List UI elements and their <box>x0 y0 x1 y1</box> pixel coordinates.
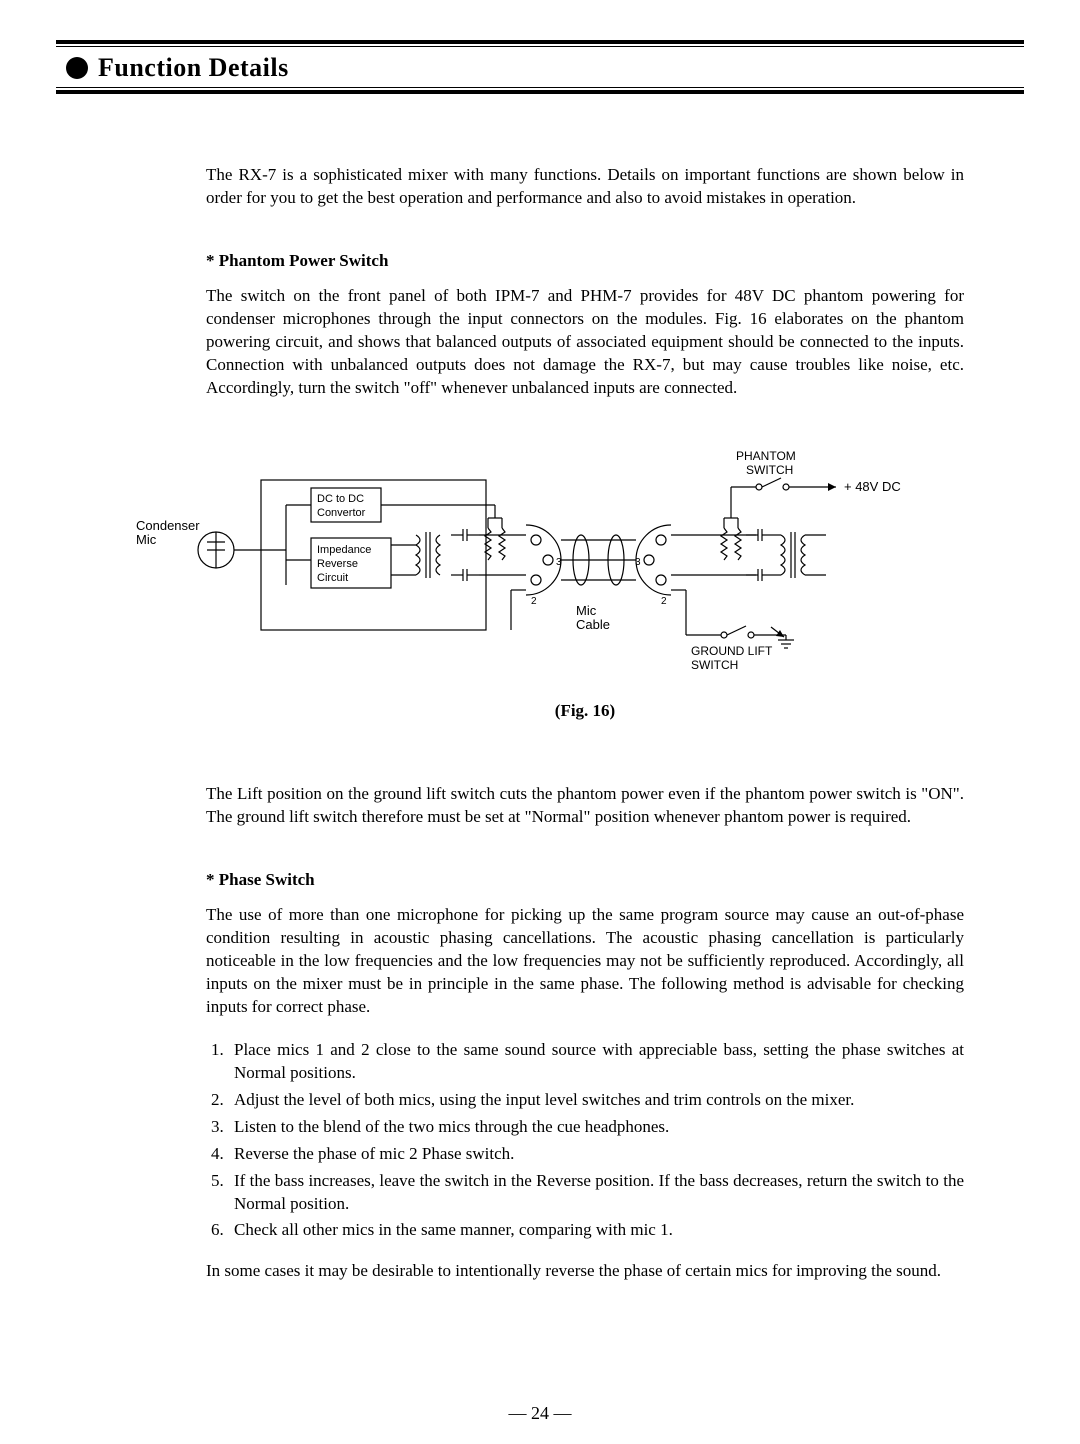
step-6: Check all other mics in the same manner,… <box>228 1219 964 1242</box>
page: Function Details The RX-7 is a sophistic… <box>0 0 1080 1444</box>
label-reverse: Reverse <box>317 558 358 570</box>
label-groundlift2: SWITCH <box>691 658 738 670</box>
label-mic: Mic <box>136 532 157 547</box>
label-groundlift1: GROUND LIFT <box>691 644 773 658</box>
step-3: Listen to the blend of the two mics thro… <box>228 1116 964 1139</box>
section-header: Function Details <box>56 53 1024 83</box>
step-2: Adjust the level of both mics, using the… <box>228 1089 964 1112</box>
phase-para2: In some cases it may be desirable to int… <box>206 1260 964 1283</box>
phantom-heading: * Phantom Power Switch <box>206 250 964 273</box>
svg-text:3: 3 <box>556 557 562 568</box>
label-convertor: Convertor <box>317 507 366 519</box>
phantom-para1: The switch on the front panel of both IP… <box>206 285 964 400</box>
label-48v: + 48V DC <box>844 479 901 494</box>
label-miccable1: Mic <box>576 603 597 618</box>
figure-caption: (Fig. 16) <box>206 700 964 723</box>
label-impedance: Impedance <box>317 544 371 556</box>
phase-steps: Place mics 1 and 2 close to the same sou… <box>206 1039 964 1243</box>
svg-text:2: 2 <box>661 596 667 607</box>
content: The RX-7 is a sophisticated mixer with m… <box>206 164 964 1283</box>
label-dctodc: DC to DC <box>317 493 364 505</box>
label-circuit: Circuit <box>317 572 348 584</box>
label-condenser: Condenser <box>136 518 200 533</box>
page-number: — 24 — <box>56 1403 1024 1424</box>
label-miccable2: Cable <box>576 617 610 632</box>
section-title: Function Details <box>98 53 289 83</box>
step-5: If the bass increases, leave the switch … <box>228 1170 964 1216</box>
top-rule-thin <box>56 46 1024 47</box>
bullet-icon <box>66 57 88 79</box>
figure-16: Condenser Mic DC to DC Convertor Imp <box>116 440 964 677</box>
label-phantom2: SWITCH <box>746 463 793 477</box>
phase-heading: * Phase Switch <box>206 869 964 892</box>
svg-text:3: 3 <box>635 557 641 568</box>
phase-para1: The use of more than one microphone for … <box>206 904 964 1019</box>
svg-text:2: 2 <box>531 596 537 607</box>
step-4: Reverse the phase of mic 2 Phase switch. <box>228 1143 964 1166</box>
intro-paragraph: The RX-7 is a sophisticated mixer with m… <box>206 164 964 210</box>
bottom-rule-heavy <box>56 90 1024 94</box>
phantom-para2: The Lift position on the ground lift swi… <box>206 783 964 829</box>
label-phantom1: PHANTOM <box>736 449 796 463</box>
step-1: Place mics 1 and 2 close to the same sou… <box>228 1039 964 1085</box>
